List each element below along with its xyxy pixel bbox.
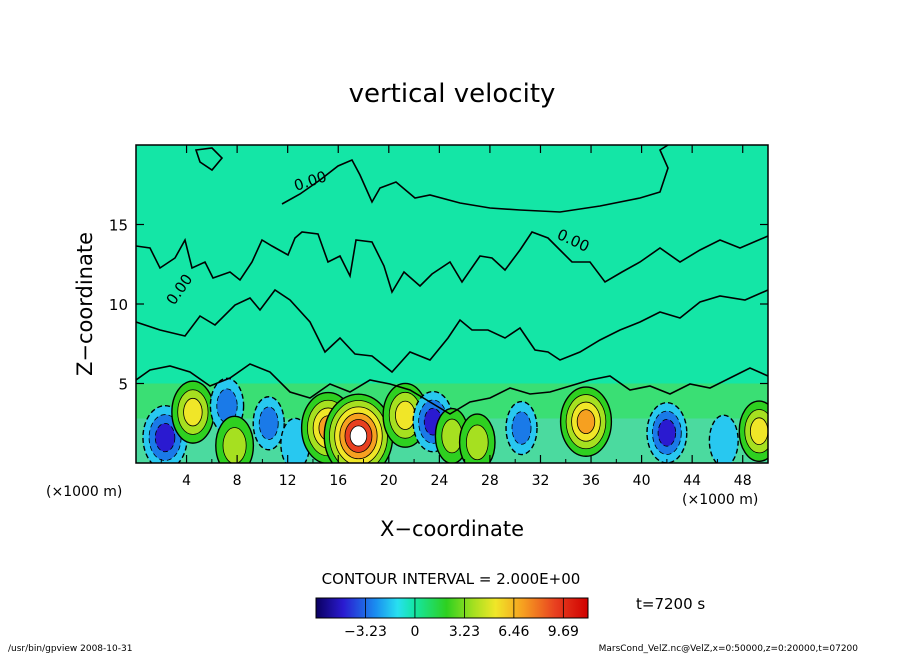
cell-level <box>258 406 279 440</box>
velocity-cell <box>505 400 538 456</box>
velocity-cell <box>708 414 739 463</box>
x-tick-label: 16 <box>329 473 347 489</box>
cell-level <box>395 400 416 430</box>
colorbar-tick-label: 3.23 <box>449 624 480 640</box>
cell-level <box>222 427 247 463</box>
velocity-cell <box>323 393 394 463</box>
colorbar <box>315 597 589 619</box>
contour-lines <box>136 145 768 415</box>
cell-level <box>441 418 463 454</box>
velocity-cell <box>458 413 496 463</box>
x-tick-label: 32 <box>532 473 550 489</box>
cell-level <box>708 414 739 463</box>
contour-interval: CONTOUR INTERVAL = 2.000E+00 <box>322 570 581 588</box>
cell-level <box>749 417 768 445</box>
cell-level <box>216 388 238 424</box>
velocity-cell <box>646 401 688 463</box>
colorbar-tick-label: 9.69 <box>548 624 579 640</box>
x-tick-label: 28 <box>481 473 499 489</box>
chart-title: vertical velocity <box>349 79 556 109</box>
x-tick-label: 44 <box>683 473 701 489</box>
x-axis-label: X−coordinate <box>380 517 524 541</box>
y-tick-label: 10 <box>109 296 128 314</box>
footer-right: MarsCond_VelZ.nc@VelZ,x=0:50000,z=0:2000… <box>599 644 859 654</box>
x-tick-label: 24 <box>430 473 448 489</box>
colorbar-ticks: −3.23 0 3.23 6.46 9.69 <box>344 598 579 640</box>
colorbar-tick-label: −3.23 <box>344 624 387 640</box>
plot-field: 0.00 0.00 0.00 <box>136 145 768 463</box>
y-axis-label: Z−coordinate <box>73 232 97 376</box>
x-unit-left: (×1000 m) <box>46 484 122 500</box>
cell-level <box>511 411 532 445</box>
colorbar-tick-label: 6.46 <box>498 624 529 640</box>
velocity-cell <box>559 386 613 457</box>
colorbar-tick-label: 0 <box>410 624 419 640</box>
time-label: t=7200 s <box>636 595 705 613</box>
velocity-cell <box>252 396 285 451</box>
x-tick-label: 36 <box>582 473 600 489</box>
velocity-cells <box>142 377 768 463</box>
x-axis: 4 8 12 16 20 24 28 32 36 40 44 48 <box>160 145 752 489</box>
contour-line-top <box>194 145 669 213</box>
x-tick-label: 40 <box>633 473 651 489</box>
footer-left: /usr/bin/gpview 2008-10-31 <box>8 644 132 654</box>
x-tick-label: 12 <box>279 473 297 489</box>
cell-level <box>465 424 489 461</box>
contour-line-upper <box>136 231 768 294</box>
x-tick-label: 48 <box>734 473 752 489</box>
velocity-cell <box>171 380 215 444</box>
velocity-cell <box>738 400 768 462</box>
velocity-cell <box>215 415 255 463</box>
x-unit-right: (×1000 m) <box>682 492 758 508</box>
cell-level <box>657 418 677 447</box>
y-axis: 5 10 15 <box>109 217 768 394</box>
x-tick-label: 4 <box>182 473 191 489</box>
cell-level <box>349 425 368 447</box>
contour-line-mid <box>136 288 768 374</box>
y-tick-label: 15 <box>109 217 128 235</box>
x-tick-label: 20 <box>380 473 398 489</box>
cell-level <box>576 409 596 435</box>
cell-level <box>183 397 203 427</box>
cell-level <box>154 422 176 453</box>
y-tick-label: 5 <box>118 376 128 394</box>
contour-line-low <box>136 363 768 415</box>
x-tick-label: 8 <box>233 473 242 489</box>
